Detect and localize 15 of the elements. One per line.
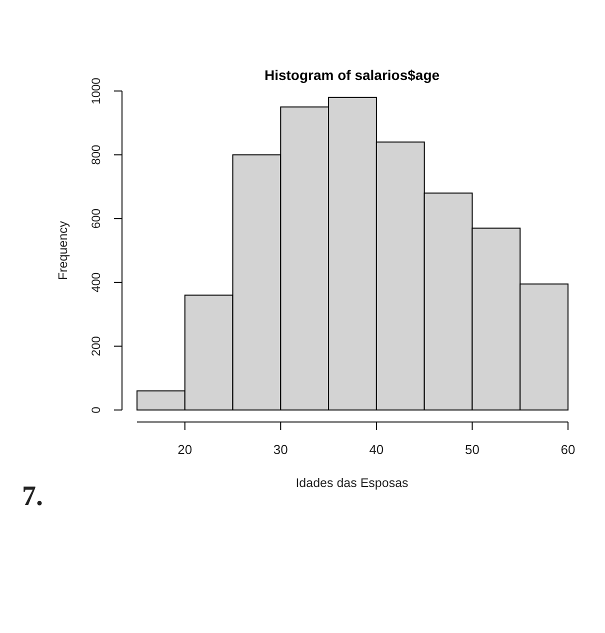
x-tick-label: 50 <box>464 442 480 457</box>
x-tick-label: 20 <box>178 442 192 457</box>
x-tick-label: 60 <box>560 442 576 457</box>
y-tick-label: 200 <box>89 336 103 356</box>
y-axis-title: Frequency <box>56 220 70 280</box>
y-tick-label: 0 <box>89 406 103 414</box>
y-tick-label: 400 <box>89 272 103 292</box>
text: 7. <box>22 481 43 512</box>
x-axis-title: Idades das Esposas <box>296 476 408 490</box>
y-tick-label: 1000 <box>89 77 103 104</box>
x-tick-label: 40 <box>369 442 384 457</box>
chart-title: Histogram of salarios$age <box>264 67 440 83</box>
y-tick-label: 800 <box>89 144 103 165</box>
x-tick-label: 30 <box>273 442 288 457</box>
y-tick-label: 600 <box>89 208 103 229</box>
